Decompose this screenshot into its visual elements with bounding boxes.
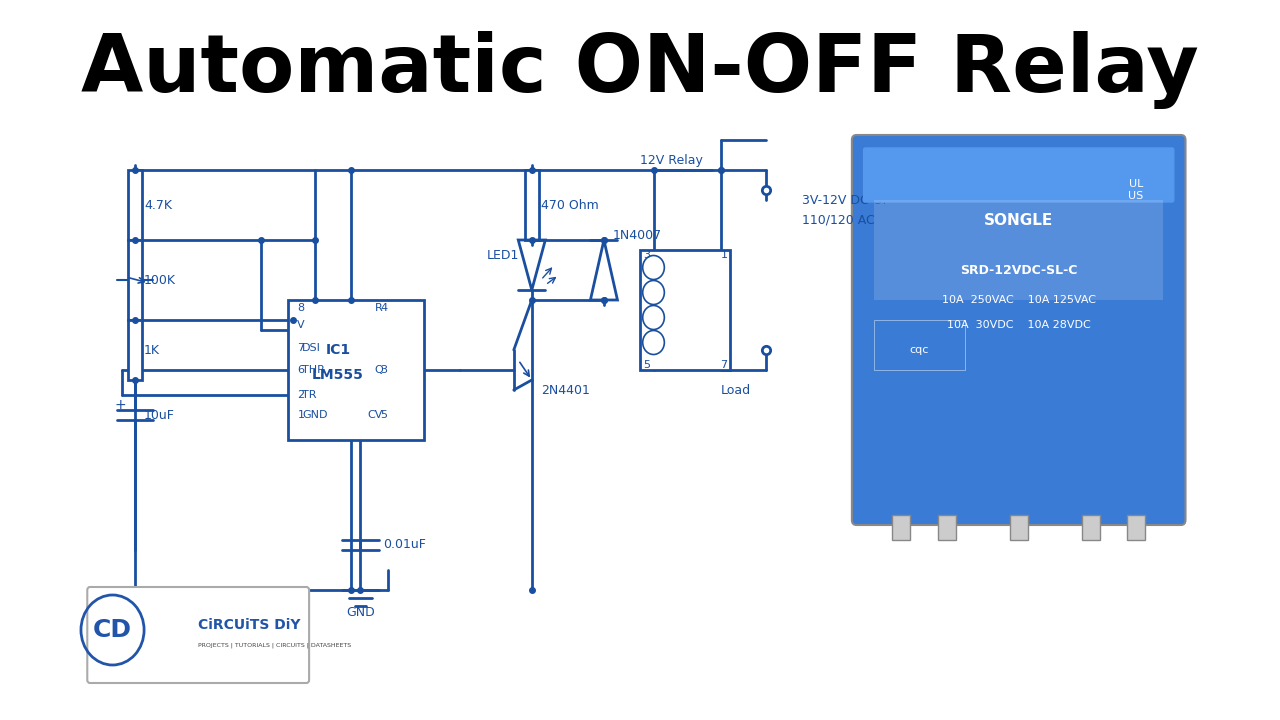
Text: Load: Load — [721, 384, 751, 397]
Text: 4: 4 — [380, 303, 388, 313]
Text: SONGLE: SONGLE — [984, 212, 1053, 228]
Text: R: R — [375, 303, 383, 313]
Text: 1: 1 — [297, 410, 305, 420]
Bar — [128, 240, 142, 320]
Text: UL
US: UL US — [1128, 179, 1143, 201]
Text: Q: Q — [374, 365, 383, 375]
Bar — [128, 320, 142, 380]
FancyBboxPatch shape — [87, 587, 308, 683]
Text: 10A  250VAC    10A 125VAC: 10A 250VAC 10A 125VAC — [942, 295, 1096, 305]
Bar — [937, 515, 956, 540]
Text: 1: 1 — [721, 250, 727, 260]
Bar — [525, 170, 539, 240]
Text: THR: THR — [302, 365, 325, 375]
Text: IC1: IC1 — [325, 343, 351, 357]
Text: CD: CD — [93, 618, 132, 642]
FancyBboxPatch shape — [864, 148, 1174, 202]
Text: 100K: 100K — [145, 274, 177, 287]
Text: 4.7K: 4.7K — [145, 199, 172, 212]
Bar — [874, 320, 965, 370]
Text: 110/120 AC: 110/120 AC — [803, 214, 876, 227]
Text: +: + — [114, 398, 125, 412]
Bar — [1126, 515, 1144, 540]
Text: 5: 5 — [380, 410, 388, 420]
Text: LED1: LED1 — [486, 248, 520, 261]
Text: 3: 3 — [643, 250, 650, 260]
Bar — [892, 515, 910, 540]
Text: CV: CV — [367, 410, 383, 420]
Text: 3: 3 — [380, 365, 388, 375]
Text: 2: 2 — [297, 390, 305, 400]
Text: LM555: LM555 — [312, 368, 364, 382]
Text: cqc: cqc — [910, 345, 929, 355]
Text: DSI: DSI — [302, 343, 321, 353]
Text: Automatic ON-OFF Relay: Automatic ON-OFF Relay — [81, 31, 1199, 109]
Text: 1N4007: 1N4007 — [613, 228, 662, 241]
Text: 3V-12V DC Or: 3V-12V DC Or — [803, 194, 888, 207]
Text: 5: 5 — [643, 360, 650, 370]
Text: 7: 7 — [721, 360, 727, 370]
Text: V: V — [297, 320, 305, 330]
Text: 470 Ohm: 470 Ohm — [541, 199, 599, 212]
Bar — [640, 250, 730, 370]
Bar — [874, 200, 1164, 300]
Text: SRD-12VDC-SL-C: SRD-12VDC-SL-C — [960, 264, 1078, 276]
Text: 2N4401: 2N4401 — [541, 384, 590, 397]
Text: GND: GND — [346, 606, 375, 618]
Bar — [1082, 515, 1100, 540]
FancyBboxPatch shape — [852, 135, 1185, 525]
Bar — [1010, 515, 1028, 540]
Bar — [128, 170, 142, 240]
Text: 12V Relay: 12V Relay — [640, 153, 703, 166]
Text: PROJECTS | TUTORIALS | CIRCUITS | DATASHEETS: PROJECTS | TUTORIALS | CIRCUITS | DATASH… — [198, 642, 351, 648]
Text: 6: 6 — [297, 365, 305, 375]
Text: 10A  30VDC    10A 28VDC: 10A 30VDC 10A 28VDC — [947, 320, 1091, 330]
Text: CiRCUiTS DiY: CiRCUiTS DiY — [198, 618, 301, 632]
Text: 8: 8 — [297, 303, 305, 313]
Text: GND: GND — [302, 410, 328, 420]
Bar — [288, 300, 424, 440]
Text: TR: TR — [302, 390, 316, 400]
Text: 7: 7 — [297, 343, 305, 353]
Text: 0.01uF: 0.01uF — [383, 539, 426, 552]
Text: 10uF: 10uF — [145, 408, 175, 421]
Text: 1K: 1K — [145, 343, 160, 356]
